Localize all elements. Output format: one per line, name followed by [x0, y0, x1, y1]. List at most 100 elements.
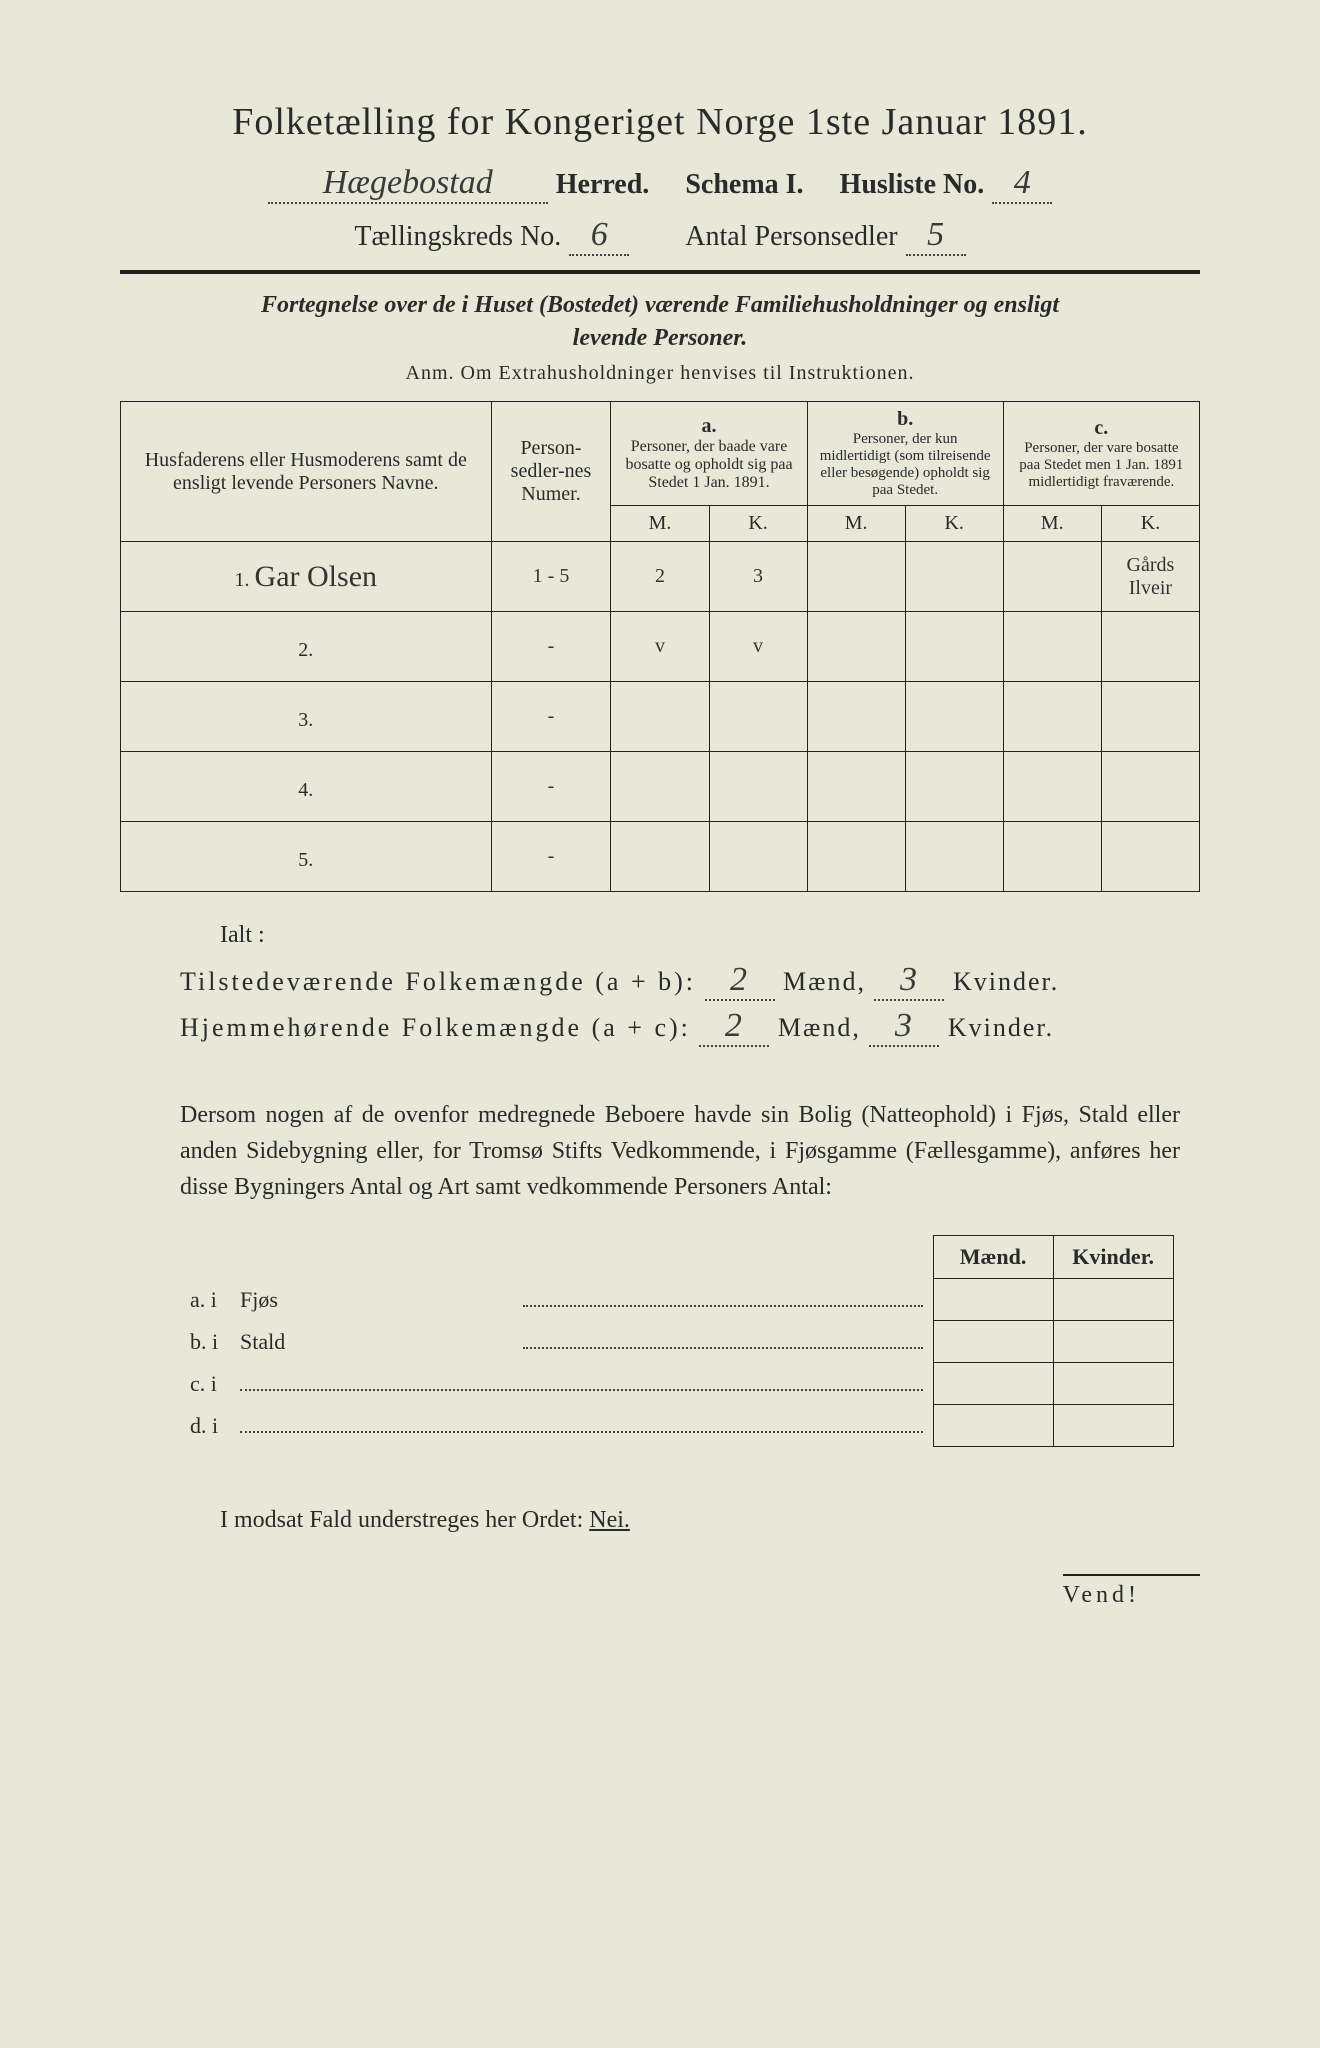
side-a: a. i: [180, 1279, 230, 1321]
nei-line: I modsat Fald understreges her Ordet: Ne…: [220, 1507, 1200, 1534]
dots-a: [523, 1305, 923, 1307]
row-num: 3.: [121, 682, 492, 752]
maend-label: Mænd,: [783, 967, 866, 996]
side-building-table: Mænd. Kvinder. a. i Fjøs b. i Stald c. i…: [180, 1235, 1174, 1447]
cell-bK: [905, 542, 1003, 612]
herred-line: Hægebostad Herred. Schema I. Husliste No…: [120, 164, 1200, 204]
anm-note: Anm. Om Extrahusholdninger henvises til …: [120, 362, 1200, 385]
cell-bK: [905, 682, 1003, 752]
table-row: 3. -: [121, 682, 1200, 752]
totals-2-m: 2: [699, 1007, 769, 1047]
cell-aK: v: [709, 612, 807, 682]
husliste-value: 4: [992, 164, 1052, 204]
row-num: 5.: [121, 822, 492, 892]
totals-2-k: 3: [869, 1007, 939, 1047]
col-b-k: K.: [905, 506, 1003, 542]
totals-1-label: Tilstedeværende Folkemængde (a + b):: [180, 967, 696, 996]
col-c-label: c. Personer, der vare bosatte paa Stedet…: [1003, 402, 1199, 506]
col-num: Person-sedler-nes Numer.: [491, 402, 611, 542]
side-b: b. i: [180, 1321, 230, 1363]
col-b-letter: b.: [818, 408, 993, 431]
totals-1-k: 3: [874, 961, 944, 1001]
cell-aK: [709, 752, 807, 822]
cell-aK: [709, 822, 807, 892]
side-b-label: Stald: [230, 1321, 513, 1363]
schema-label: Schema I.: [685, 169, 803, 201]
col-c-m: M.: [1003, 506, 1101, 542]
cell-bK: [905, 822, 1003, 892]
census-table: Husfaderens eller Husmoderens samt de en…: [120, 401, 1200, 892]
cell-cM: [1003, 612, 1101, 682]
dots-d: [240, 1431, 923, 1433]
ialt-label: Ialt :: [220, 922, 1200, 949]
husliste-label: Husliste No.: [840, 169, 985, 201]
cell-cK: [1101, 612, 1199, 682]
cell-cM: [1003, 542, 1101, 612]
cell-num: 1 - 5: [491, 542, 611, 612]
table-row: 1. Gar Olsen1 - 523Gårds Ilveir: [121, 542, 1200, 612]
cell-cK: [1101, 752, 1199, 822]
kvinder-label: Kvinder.: [953, 967, 1059, 996]
cell-bM: [807, 612, 905, 682]
col-a-text: Personer, der baade vare bosatte og opho…: [621, 438, 796, 492]
dots-c: [240, 1389, 923, 1391]
cell-bM: [807, 822, 905, 892]
kreds-label: Tællingskreds No.: [354, 221, 561, 253]
cell-bM: [807, 542, 905, 612]
rule: [120, 270, 1200, 274]
row-num: 2.: [121, 612, 492, 682]
totals-line-1: Tilstedeværende Folkemængde (a + b): 2 M…: [180, 961, 1200, 1001]
cell-num: -: [491, 822, 611, 892]
nei-word: Nei.: [589, 1507, 630, 1533]
herred-value: Hægebostad: [268, 164, 548, 204]
nei-text: I modsat Fald understreges her Ordet:: [220, 1507, 589, 1533]
cell-cK: Gårds Ilveir: [1101, 542, 1199, 612]
subtitle-1: Fortegnelse over de i Huset (Bostedet) v…: [120, 292, 1200, 319]
col-b-label: b. Personer, der kun midlertidigt (som t…: [807, 402, 1003, 506]
kreds-line: Tællingskreds No. 6 Antal Personsedler 5: [120, 216, 1200, 256]
dots-b: [523, 1347, 923, 1349]
row-num: 1. Gar Olsen: [121, 542, 492, 612]
side-paragraph: Dersom nogen af de ovenfor medregnede Be…: [180, 1097, 1180, 1205]
cell-num: -: [491, 682, 611, 752]
cell-aK: [709, 682, 807, 752]
cell-cK: [1101, 822, 1199, 892]
cell-aM: [611, 822, 709, 892]
kreds-value: 6: [569, 216, 629, 256]
cell-cM: [1003, 682, 1101, 752]
col-name: Husfaderens eller Husmoderens samt de en…: [121, 402, 492, 542]
cell-bM: [807, 752, 905, 822]
vend-label: Vend!: [1063, 1574, 1200, 1609]
totals-line-2: Hjemmehørende Folkemængde (a + c): 2 Mæn…: [180, 1007, 1200, 1047]
herred-label: Herred.: [556, 169, 650, 201]
cell-num: -: [491, 752, 611, 822]
page-title: Folketælling for Kongeriget Norge 1ste J…: [120, 100, 1200, 144]
table-row: 4. -: [121, 752, 1200, 822]
side-d: d. i: [180, 1405, 230, 1447]
side-kvinder: Kvinder.: [1053, 1236, 1173, 1279]
col-b-m: M.: [807, 506, 905, 542]
cell-bM: [807, 682, 905, 752]
row-num: 4.: [121, 752, 492, 822]
subtitle-2: levende Personer.: [120, 325, 1200, 352]
cell-aM: [611, 682, 709, 752]
col-c-letter: c.: [1014, 417, 1189, 440]
col-c-text: Personer, der vare bosatte paa Stedet me…: [1014, 440, 1189, 491]
table-row: 2. -vv: [121, 612, 1200, 682]
cell-num: -: [491, 612, 611, 682]
cell-aM: 2: [611, 542, 709, 612]
antal-label: Antal Personsedler: [685, 221, 897, 253]
side-maend: Mænd.: [933, 1236, 1053, 1279]
totals-2-label: Hjemmehørende Folkemængde (a + c):: [180, 1013, 691, 1042]
cell-cM: [1003, 752, 1101, 822]
col-a-letter: a.: [621, 415, 796, 438]
col-a-m: M.: [611, 506, 709, 542]
maend-label-2: Mænd,: [778, 1013, 861, 1042]
cell-bK: [905, 612, 1003, 682]
row-name: Gar Olsen: [255, 560, 377, 593]
side-a-label: Fjøs: [230, 1279, 513, 1321]
cell-bK: [905, 752, 1003, 822]
col-a-k: K.: [709, 506, 807, 542]
cell-aM: [611, 752, 709, 822]
table-row: 5. -: [121, 822, 1200, 892]
